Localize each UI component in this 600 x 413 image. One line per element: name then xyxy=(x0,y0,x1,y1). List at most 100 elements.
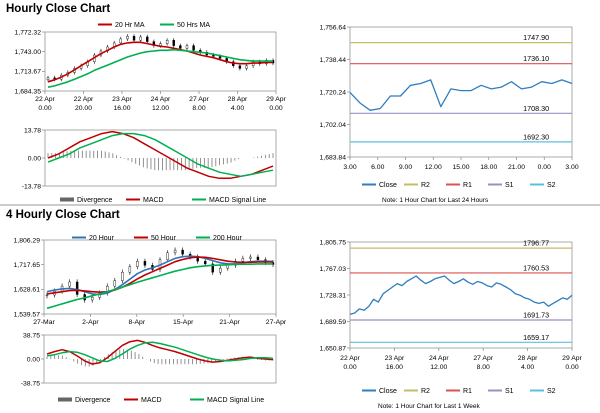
4hourly-price-candle-body xyxy=(68,281,71,287)
4hourly-price-x-label: 2-Apr xyxy=(82,319,99,326)
hourly-price-x-label: 24 Apr xyxy=(151,96,171,103)
4hourly-price-legend-label: 20 Hour xyxy=(89,235,115,242)
4hourly-line-x-label: 4.00 xyxy=(521,364,534,371)
4hourly-price-candle-body xyxy=(128,266,132,273)
hourly-price-candle-body xyxy=(172,40,175,46)
hourly-price-candle-body xyxy=(132,36,136,41)
4hourly-price-y-label: 1,628.61 xyxy=(14,287,41,294)
hourly-price-candle-body xyxy=(179,45,182,49)
4hourly-price-candle-body xyxy=(181,249,184,255)
4hourly-line-s1-value: 1691.73 xyxy=(523,311,549,320)
hourly-macd-frame xyxy=(44,129,277,187)
4hourly-line-y-label: 1,728.31 xyxy=(320,292,347,299)
4hourly-price-x-label: 15-Apr xyxy=(173,319,194,326)
4hourly-line-x-label: 29 Apr xyxy=(562,355,582,362)
4hourly-macd-legend-label: MACD Signal Line xyxy=(207,397,264,404)
4hourly-line-legend-label: S2 xyxy=(547,388,556,395)
4hourly-line-r1-value: 1760.53 xyxy=(523,263,549,272)
hourly-price-y-label: 1,713.67 xyxy=(15,69,42,76)
hourly-line-x-label: 3.00 xyxy=(565,164,578,171)
hourly-macd-legend-label: MACD Signal Line xyxy=(209,197,266,204)
hourly-section-title: Hourly Close Chart xyxy=(6,3,111,15)
hourly-line-x-label: 0.00 xyxy=(538,164,551,171)
4hourly-macd-macd-line xyxy=(46,339,274,365)
4hourly-price-200-hour-line xyxy=(46,263,273,310)
hourly-line-y-label: 1,756.64 xyxy=(320,24,347,31)
4hourly-line-x-label: 8.00 xyxy=(477,364,490,371)
hourly-price-candle-body xyxy=(159,43,162,46)
hourly-price-50-hrs-ma-line xyxy=(47,48,273,88)
hourly-price-x-label: 22 Apr xyxy=(74,96,94,103)
hourly-price-legend-label: 20 Hr MA xyxy=(115,22,145,29)
hourly-price-candle-body xyxy=(139,36,142,41)
4hourly-line-legend-label: R1 xyxy=(463,388,472,395)
4hourly-price-candle-body xyxy=(121,272,124,281)
4hourly-price-50-hour-line xyxy=(46,256,273,295)
hourly-line-s1-value: 1708.30 xyxy=(523,104,549,113)
4hourly-price-candle-body xyxy=(249,256,252,259)
4hourly-price-legend-label: 50 Hour xyxy=(151,235,177,242)
hourly-macd-y-label: 13.78 xyxy=(24,127,41,134)
hourly-line-x-label: 15.00 xyxy=(452,164,469,171)
hourly-macd-legend-label: MACD xyxy=(143,197,164,204)
hourly-price-candle-body xyxy=(238,65,242,69)
hourly-price-x-label: 22 Apr xyxy=(35,96,55,103)
4hourly-price-y-label: 1,539.57 xyxy=(14,311,41,318)
hourly-line-y-label: 1,738.44 xyxy=(320,57,347,64)
hourly-line-note: Note: 1 Hour Chart for Last 24 Hours xyxy=(382,197,489,204)
hourly-line-y-label: 1,720.24 xyxy=(320,89,347,96)
hourly-macd-y-label: 0.00 xyxy=(28,155,41,162)
4hourly-price-candle-body xyxy=(166,252,169,260)
4hourly-price-frame xyxy=(43,239,277,315)
4hourly-line-x-label: 0.00 xyxy=(343,364,356,371)
hourly-line-legend-label: R1 xyxy=(463,182,472,189)
4hourly-line-y-label: 1,689.59 xyxy=(320,319,347,326)
hourly-price-candle-body xyxy=(46,77,50,81)
hourly-price-candle-body xyxy=(245,65,248,69)
4hourly-price-x-label: 27-Mar xyxy=(33,319,55,326)
hourly-price-candle-body xyxy=(192,45,195,51)
4hourly-macd-y-label: -38.75 xyxy=(21,380,40,387)
4hourly-price-legend-label: 200 Hour xyxy=(213,235,242,242)
4hourly-line-y-label: 1,650.87 xyxy=(320,345,347,352)
4hourly-price-x-label: 27-Apr xyxy=(266,319,287,326)
hourly-macd-legend-swatch xyxy=(60,197,74,202)
4hourly-line-note: Note: 1 Hour Chart for Last 1 Week xyxy=(378,403,480,410)
hourly-price-x-label: 16.00 xyxy=(113,105,130,112)
hourly-price-candle-body xyxy=(218,56,222,59)
hourly-line-x-label: 9.00 xyxy=(399,164,412,171)
hourly-price-x-label: 20.00 xyxy=(75,105,92,112)
hourly-line-r1-value: 1736.10 xyxy=(523,54,549,63)
4hourly-line-x-label: 22 Apr xyxy=(340,355,360,362)
4hourly-line-x-label: 28 Apr xyxy=(518,355,538,362)
4hourly-price-candle-body xyxy=(226,265,230,269)
hourly-price-x-label: 29 Apr xyxy=(266,96,286,103)
hourly-price-candle-body xyxy=(165,40,169,44)
4hourly-macd-legend-label: MACD xyxy=(141,397,162,404)
4hourly-line-legend-label: R2 xyxy=(421,388,430,395)
4hourly-price-y-label: 1,806.29 xyxy=(14,237,41,244)
4hourly-macd-legend-label: Divergence xyxy=(75,397,111,404)
4hourly-line-close-line xyxy=(349,275,573,316)
hourly-price-y-label: 1,772.32 xyxy=(15,29,42,36)
4hourly-price-candle-body xyxy=(211,263,214,273)
4hourly-macd-y-label: 38.75 xyxy=(23,332,40,339)
4hourly-line-x-label: 27 Apr xyxy=(473,355,493,362)
4hourly-line-s2-value: 1659.17 xyxy=(523,333,549,342)
4hourly-macd-y-label: 0.00 xyxy=(27,356,40,363)
hourly-price-candle-body xyxy=(119,38,122,44)
hourly-price-x-label: 28 Apr xyxy=(228,96,248,103)
hourly-price-x-label: 0.00 xyxy=(269,105,282,112)
hourly-price-y-label: 1,743.00 xyxy=(15,49,42,56)
hourly-line-close-line xyxy=(349,79,573,111)
hourly-price-frame xyxy=(44,31,277,92)
hourly-price-candle-body xyxy=(146,36,149,42)
4hourly-price-candle-body xyxy=(143,260,147,266)
4hourly-price-candle-body xyxy=(203,260,207,265)
hourly-line-legend-label: S2 xyxy=(547,182,556,189)
4hourly-price-candle-body xyxy=(113,280,117,287)
4hourly-price-x-label: 8-Apr xyxy=(128,319,145,326)
4hourly-line-x-label: 16.00 xyxy=(386,364,403,371)
4hourly-price-x-label: 21-Apr xyxy=(219,319,240,326)
